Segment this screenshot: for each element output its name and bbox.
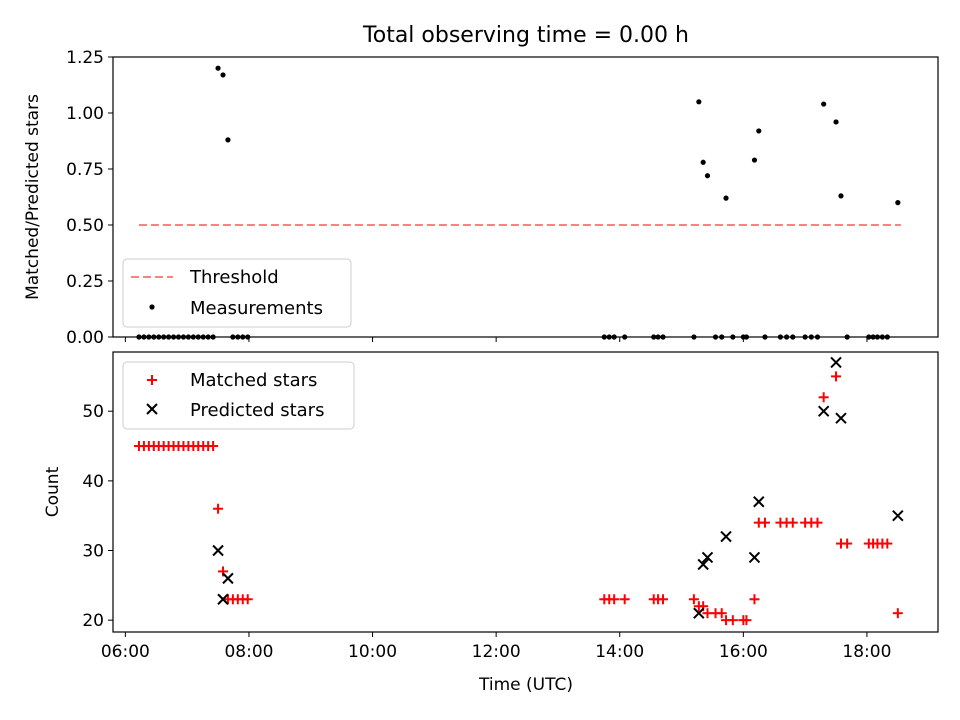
predicted-star-point (701, 551, 714, 564)
y-tick-label: 20 (82, 611, 104, 631)
predicted-star-point (222, 572, 234, 585)
top-legend: Threshold Measurements (122, 258, 352, 328)
matched-star-point (242, 594, 253, 605)
matched-star-point (818, 392, 829, 403)
matched-star-point (759, 517, 770, 528)
cross-b (753, 496, 765, 508)
matched-star-point (812, 517, 823, 528)
measurement-point (821, 101, 827, 107)
matched-star-point (749, 594, 760, 605)
predicted-star-point (830, 356, 842, 369)
y-tick-label: 30 (82, 542, 104, 562)
cross-b (817, 405, 830, 417)
bottom-plot-area: 20 30 40 50 06:00 08:00 10:00 12:00 14:00 16:00 18… (82, 356, 904, 662)
cross-b (222, 572, 234, 585)
measurement-point (723, 195, 729, 201)
y-tick-label: 0.50 (66, 216, 104, 236)
bottom-y-axis-label: Count (43, 466, 63, 517)
legend-measurements-swatch (149, 304, 155, 310)
top-legend-box (122, 258, 352, 328)
measurement-point (700, 159, 706, 165)
bottom-panel: Count Time (UTC) 20 30 40 50 06:00 08:00 10:00… (43, 351, 939, 695)
y-tick-label: 1.00 (66, 104, 104, 124)
measurement-point (838, 193, 844, 199)
predicted-star-point (748, 551, 761, 564)
measurement-point (215, 65, 221, 71)
bottom-legend: Matched stars Predicted stars (122, 361, 355, 430)
y-tick-label: 0.00 (66, 328, 104, 348)
predicted-star-point (697, 558, 709, 571)
cross-b (892, 509, 904, 522)
x-axis-label: Time (UTC) (478, 675, 573, 695)
measurement-point (756, 128, 762, 134)
x-tick-label: 12:00 (472, 642, 521, 662)
legend-matched-swatch (147, 375, 157, 385)
matched-star-point (213, 503, 224, 514)
chart-title: Total observing time = 0.00 h (362, 23, 689, 48)
matched-star-point (741, 615, 752, 626)
x-tick-label: 16:00 (719, 642, 768, 662)
measurement-point (220, 72, 226, 78)
matched-star-point (218, 566, 228, 577)
predicted-star-point (835, 412, 847, 424)
y-tick-label: 0.75 (66, 160, 104, 180)
predicted-star-point (693, 607, 705, 619)
predicted-star-point (892, 509, 904, 522)
bottom-axes-frame (112, 351, 939, 633)
matched-star-point (787, 517, 798, 528)
cross-b (212, 544, 224, 557)
measurement-point (696, 99, 702, 105)
data-marks (133, 356, 904, 626)
predicted-star-point (753, 496, 765, 508)
cross-b (720, 530, 732, 543)
matched-star-point (831, 371, 842, 382)
matched-star-point (842, 538, 853, 549)
predicted-star-point (720, 530, 732, 543)
cross-b (748, 551, 761, 564)
x-tick-label: 10:00 (348, 642, 397, 662)
x-tick-label: 18:00 (842, 642, 891, 662)
matched-star-point (882, 538, 893, 549)
legend-predicted-label: Predicted stars (190, 400, 324, 421)
matched-star-point (716, 608, 727, 619)
top-axes-frame (112, 56, 939, 338)
matched-star-point (208, 441, 219, 452)
legend-predicted-swatch (146, 403, 158, 415)
y-tick-label: 1.25 (66, 48, 104, 68)
x-tick-label: 08:00 (224, 642, 273, 662)
top-panel: Total observing time = 0.00 h Matched/Pr… (23, 23, 939, 348)
cross-b (217, 593, 229, 605)
matched-star-point (619, 594, 630, 605)
matched-star-point (727, 615, 738, 626)
measurement-point (833, 119, 839, 125)
cross-b (697, 558, 709, 571)
y-tick-label: 40 (82, 472, 104, 492)
cross-b (830, 356, 842, 369)
x-tick-label: 14:00 (595, 642, 644, 662)
y-tick-label: 50 (82, 402, 104, 422)
y-tick-label: 0.25 (66, 272, 104, 292)
predicted-star-point (217, 593, 229, 605)
bottom-legend-box (122, 361, 355, 430)
cross-b (693, 607, 705, 619)
measurement-point (895, 200, 901, 206)
matched-star-point (658, 594, 668, 605)
cross-b (701, 551, 714, 564)
matched-star-point (688, 594, 699, 605)
legend-measurements-label: Measurements (190, 298, 323, 319)
predicted-star-point (817, 405, 830, 417)
measurement-point (225, 137, 231, 143)
x-tick-label: 06:00 (101, 642, 150, 662)
measurement-point (751, 157, 758, 163)
predicted-star-point (212, 544, 224, 557)
cross-b (835, 412, 847, 424)
top-y-axis-label: Matched/Predicted stars (23, 94, 43, 300)
matched-star-point (609, 594, 620, 605)
top-plot-area: 0.00 0.25 0.50 0.75 1.00 1.25 (66, 48, 901, 348)
legend-matched-label: Matched stars (190, 370, 317, 391)
matched-star-point (892, 608, 903, 619)
measurement-point (704, 173, 711, 179)
legend-threshold-label: Threshold (189, 267, 279, 288)
